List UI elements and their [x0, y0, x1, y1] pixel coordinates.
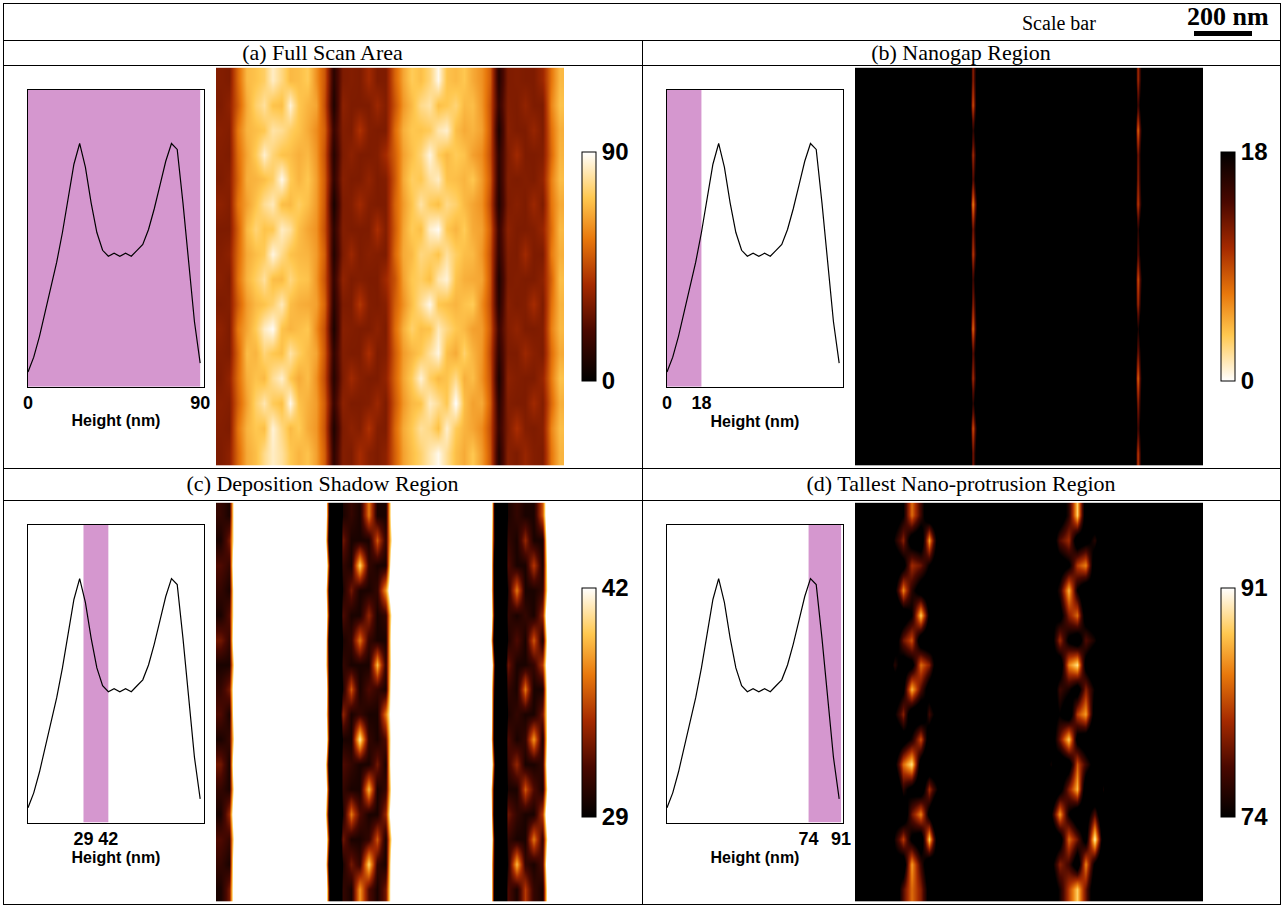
- svg-text:Height (nm): Height (nm): [711, 849, 800, 866]
- svg-text:0: 0: [602, 367, 615, 394]
- svg-text:18: 18: [1241, 138, 1268, 165]
- svg-text:18: 18: [691, 393, 711, 413]
- html-text:(a) Full Scan Area: (a) Full Scan Area: [242, 40, 403, 65]
- svg-text:91: 91: [831, 829, 851, 849]
- html-text:(b) Nanogap Region: (b) Nanogap Region: [871, 40, 1051, 65]
- svg-text:0: 0: [662, 393, 672, 413]
- svg-text:Height (nm): Height (nm): [711, 413, 800, 430]
- svg-text:Height (nm): Height (nm): [72, 849, 161, 866]
- html-text:Scale bar: Scale bar: [1022, 12, 1096, 34]
- svg-text:90: 90: [602, 138, 629, 165]
- html-text:(c) Deposition Shadow Region: (c) Deposition Shadow Region: [186, 471, 459, 496]
- svg-text:74: 74: [799, 829, 819, 849]
- svg-text:42: 42: [98, 829, 118, 849]
- svg-text:74: 74: [1241, 803, 1268, 830]
- svg-text:29: 29: [602, 803, 629, 830]
- svg-text:0: 0: [1241, 367, 1254, 394]
- svg-text:90: 90: [190, 393, 210, 413]
- svg-text:29: 29: [73, 829, 93, 849]
- html-text:200 nm: 200 nm: [1187, 2, 1269, 31]
- svg-text:42: 42: [602, 574, 629, 601]
- html-text:(d) Tallest Nano-protrusion Re: (d) Tallest Nano-protrusion Region: [806, 471, 1116, 496]
- svg-text:0: 0: [23, 393, 33, 413]
- svg-text:Height (nm): Height (nm): [72, 412, 161, 429]
- svg-text:91: 91: [1241, 574, 1268, 601]
